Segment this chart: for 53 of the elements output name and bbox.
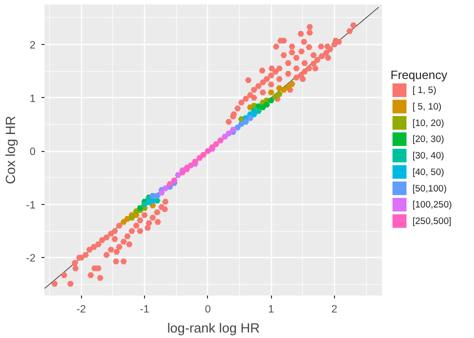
point [217,138,224,144]
point [120,219,127,225]
point [212,141,220,147]
x-tick-label: -2 [76,304,86,316]
legend-label: [40, 50) [412,166,444,177]
y-tick-label: -2 [26,252,36,265]
point [192,158,198,165]
point [230,126,236,133]
point [276,91,283,97]
point [179,170,186,176]
y-tick-label: 0 [30,146,36,158]
point [128,214,136,220]
point [268,90,274,96]
point [162,186,169,192]
point [200,152,207,158]
x-tick-label: 0 [204,304,211,316]
point [242,118,250,125]
point [196,155,203,161]
y-tick-label: 2 [30,39,36,52]
point [263,102,270,108]
x-tick-label: -1 [140,304,150,316]
legend-label: [ 5, 10) [412,102,442,112]
point [174,172,182,178]
x-tick-label: 1 [268,304,274,316]
point [187,162,194,168]
legend-label: [250,500] [412,216,452,226]
legend-label: [100,250) [412,200,452,210]
point [268,98,274,104]
legend-title: Frequency [390,68,448,82]
point [171,178,178,184]
legend-label: [10, 20) [412,118,444,128]
point [149,193,156,199]
y-tick-label: -1 [26,199,36,212]
x-axis-title: log-rank log HR [167,320,260,336]
point [238,121,245,127]
y-axis-title: Cox log HR [3,116,18,184]
point [146,199,152,206]
x-tick-label: 2 [331,304,338,316]
point [204,148,212,154]
point [166,181,174,187]
legend-label: [20, 30) [412,134,444,144]
point [288,81,296,87]
y-tick-label: 1 [30,92,36,105]
legend-label: [50,100) [412,183,447,194]
legend-label: [30, 40) [412,150,444,161]
point [136,205,144,211]
legend-label: [ 1, 5) [412,85,436,96]
point [246,115,254,121]
point [158,190,165,196]
point [276,85,283,91]
point [284,84,292,90]
point [255,103,262,110]
point [225,130,232,136]
